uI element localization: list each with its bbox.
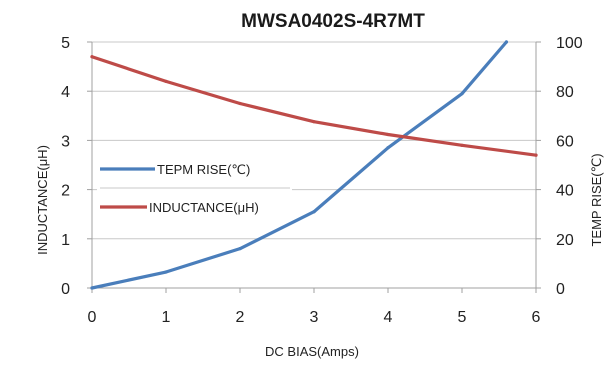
data-point-temp-rise <box>164 270 168 274</box>
data-point-temp-rise <box>238 247 242 251</box>
x-tick-label: 1 <box>162 309 171 326</box>
x-axis-label: DC BIAS(Amps) <box>265 344 359 359</box>
y-right-tick-label: 20 <box>556 232 574 249</box>
data-point-temp-rise <box>90 286 94 290</box>
data-point-inductance <box>460 143 464 147</box>
y-left-tick-label: 0 <box>61 281 70 298</box>
y-right-tick-label: 40 <box>556 183 574 200</box>
legend-label: TEPM RISE(℃) <box>157 162 250 177</box>
x-tick-label: 5 <box>458 309 467 326</box>
y-left-tick-label: 4 <box>61 84 70 101</box>
y-right-tick-label: 60 <box>556 133 574 150</box>
data-point-temp-rise <box>460 92 464 96</box>
data-point-inductance <box>534 153 538 157</box>
legend: TEPM RISE(℃) INDUCTANCE(μH) <box>97 154 292 218</box>
data-point-temp-rise <box>312 210 316 214</box>
series-lines <box>90 40 538 290</box>
y-right-tick-label: 0 <box>556 281 565 298</box>
x-tick-label: 3 <box>310 309 319 326</box>
legend-label: INDUCTANCE(μH) <box>149 200 259 215</box>
y-left-tick-label: 2 <box>61 183 70 200</box>
y-left-tick-label: 3 <box>61 133 70 150</box>
x-tick-label: 2 <box>236 309 245 326</box>
y-left-tick-label: 1 <box>61 232 70 249</box>
y-axis-left-label: INDUCTANCE(μH) <box>35 145 50 255</box>
y-right-tick-label: 80 <box>556 84 574 101</box>
x-tick-label: 6 <box>532 309 541 326</box>
data-point-inductance <box>386 132 390 137</box>
y-right-tick-label: 100 <box>556 35 583 52</box>
y-left-tick-label: 5 <box>61 35 70 52</box>
data-point-temp-rise <box>504 40 508 44</box>
data-point-inductance <box>238 101 242 106</box>
x-tick-label: 0 <box>88 309 97 326</box>
chart-title: MWSA0402S-4R7MT <box>241 11 425 32</box>
data-point-temp-rise <box>386 146 390 150</box>
data-point-inductance <box>164 79 168 83</box>
x-tick-label: 4 <box>384 309 393 326</box>
data-point-inductance <box>90 55 94 59</box>
y-axis-right-label: TEMP RISE(℃) <box>589 153 604 246</box>
data-point-inductance <box>312 120 316 124</box>
